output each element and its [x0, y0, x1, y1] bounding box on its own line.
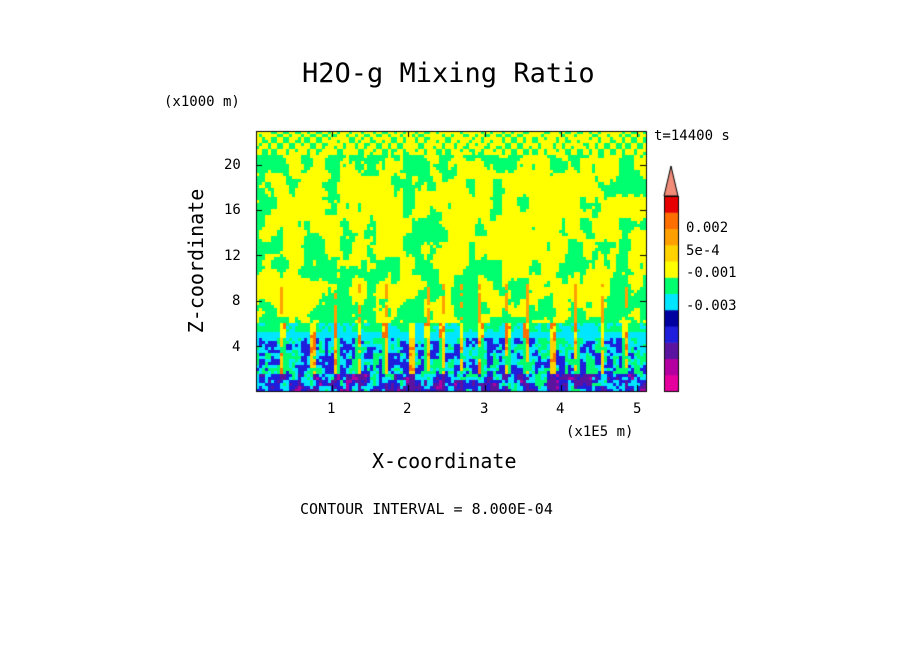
y-tick-label: 16 — [224, 202, 241, 218]
x-tick-label: 2 — [403, 401, 412, 417]
colorbar-label: -0.003 — [686, 298, 737, 314]
x-axis-label: X-coordinate — [372, 449, 517, 473]
colorbar-label: 0.002 — [686, 220, 729, 236]
x-tick-label: 5 — [633, 401, 642, 417]
contour-interval-footer: CONTOUR INTERVAL = 8.000E-04 — [300, 500, 553, 518]
y-tick-label: 20 — [224, 157, 241, 173]
y-tick-label: 4 — [232, 339, 241, 355]
time-label: t=14400 s — [654, 128, 730, 144]
y-tick-label: 8 — [232, 293, 241, 309]
x-tick-label: 1 — [327, 401, 336, 417]
x-tick-label: 4 — [556, 401, 565, 417]
chart-title: H2O-g Mixing Ratio — [302, 58, 595, 89]
x-tick-label: 3 — [480, 401, 489, 417]
colorbar-label: 5e-4 — [686, 243, 720, 259]
y-axis-label: Z-coordinate — [184, 188, 208, 334]
y-units-label: (x1000 m) — [164, 94, 240, 110]
x-units-label: (x1E5 m) — [566, 424, 634, 440]
y-tick-label: 12 — [224, 248, 241, 264]
colorbar-label: -0.001 — [686, 265, 737, 281]
